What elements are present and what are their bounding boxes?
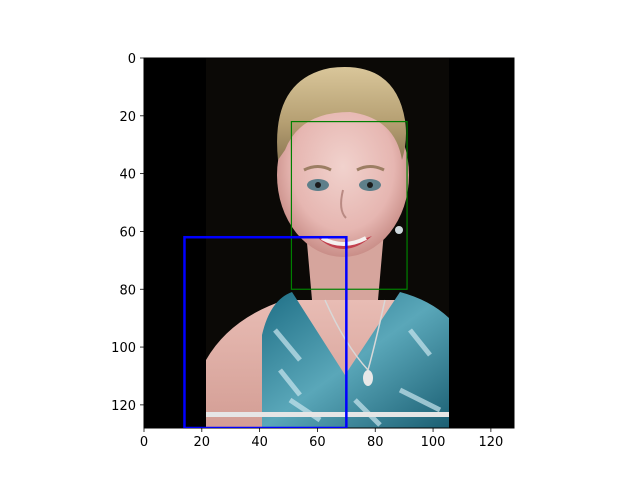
x-tick-label: 120	[478, 435, 503, 450]
y-tick-label: 40	[119, 168, 136, 183]
bounding-boxes	[183, 120, 408, 428]
bottom-strip	[206, 412, 449, 417]
face	[277, 93, 409, 257]
y-tick-label: 20	[119, 110, 136, 125]
halter-top	[262, 292, 449, 428]
x-tick-label: 60	[309, 435, 326, 450]
y-tick-label: 0	[128, 52, 136, 67]
y-tick-label: 60	[119, 225, 136, 240]
x-tick-label: 20	[194, 435, 211, 450]
portrait-image	[144, 58, 514, 428]
x-tick-label: 80	[367, 435, 384, 450]
top-pattern	[273, 328, 442, 427]
x-tick-label: 0	[140, 435, 148, 450]
x-axis: 0 20 40 60 80 100 120	[140, 428, 503, 450]
x-tick-label: 100	[421, 435, 446, 450]
y-tick-label: 80	[119, 283, 136, 298]
y-tick-label: 100	[111, 341, 136, 356]
bbox-lower-left	[183, 235, 348, 428]
earring-right	[395, 226, 403, 234]
y-tick-label: 120	[111, 399, 136, 414]
pendant	[363, 370, 373, 386]
y-axis: 0 20 40 60 80 100 120	[111, 52, 144, 414]
hair	[277, 67, 406, 160]
bbox-face	[290, 120, 408, 290]
x-tick-label: 40	[251, 435, 268, 450]
necklace	[324, 299, 386, 372]
